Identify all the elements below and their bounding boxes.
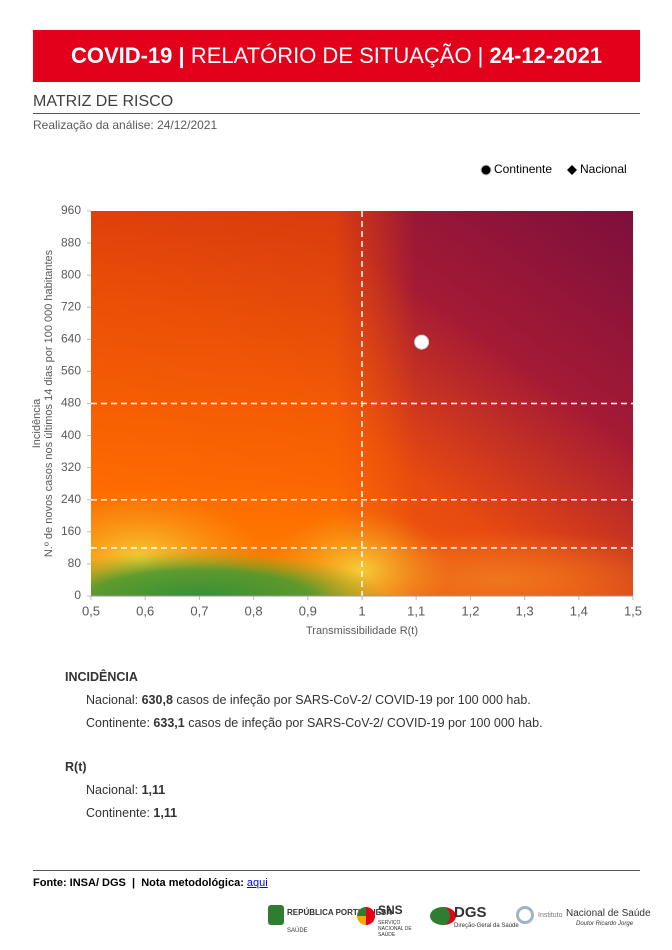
x-tick-label: 1,2 [461, 603, 479, 618]
logo-text: REPÚBLICA PORTUGUESA [287, 908, 393, 917]
y-tick-label: 320 [61, 460, 81, 474]
link[interactable]: aqui [246, 877, 268, 889]
title: 24-12-2021 [489, 43, 603, 68]
value: 1,11 [141, 783, 166, 797]
value: 630,8 [141, 693, 173, 707]
y-tick-label: 720 [61, 299, 81, 313]
y-axis-label: Incidência [31, 398, 43, 448]
point [414, 334, 430, 350]
x-tick-label: 0,7 [190, 603, 208, 618]
x-tick-label: 1 [358, 603, 365, 618]
label: Continente: [86, 716, 150, 730]
y-tick-label: 240 [61, 492, 81, 506]
logo-text: Doutor Ricardo Jorge [576, 921, 634, 927]
legend: Continente Nacional [480, 162, 627, 176]
value: 1,11 [153, 806, 178, 820]
x-tick-label: 1,4 [570, 603, 588, 618]
incidence-row: Continente: 633,1 casos de infeção por S… [86, 716, 543, 730]
y-tick-label: 80 [68, 556, 82, 570]
logo-text: Direção-Geral da Saúde [454, 923, 519, 929]
divider [33, 870, 640, 871]
chart: Continente Nacional 0 80 160 240 320 400 480 560… [31, 162, 642, 637]
x-tick-label: 0,5 [82, 603, 100, 618]
logo-icon [357, 907, 375, 925]
text: casos de infeção por SARS-CoV-2/ COVID-1… [188, 716, 543, 730]
logo-text: DGS [454, 904, 487, 921]
y-tick-label: 640 [61, 332, 81, 346]
y-tick-label: 400 [61, 428, 81, 442]
point [567, 165, 577, 175]
title: RELATÓRIO DE SITUAÇÃO | [190, 43, 484, 68]
label: Nacional: [86, 783, 139, 797]
y-tick-label: 560 [61, 364, 81, 378]
value: 633,1 [153, 716, 185, 730]
logo-icon [516, 906, 534, 924]
text: casos de infeção por SARS-CoV-2/ COVID-1… [176, 693, 531, 707]
rt-row: Continente: 1,11 [86, 806, 177, 820]
x-tick-label: 0,9 [299, 603, 317, 618]
risk-background [91, 211, 633, 596]
footer: Fonte: INSA/ DGS | Nota metodológica: aq… [33, 877, 268, 889]
legend-label: Nacional [580, 162, 627, 176]
logo-text: Instituto [538, 912, 563, 919]
y-tick-label: 480 [61, 396, 81, 410]
logo-icon [430, 907, 456, 925]
label: Continente: [86, 806, 150, 820]
incidence-row: Nacional: 630,8 casos de infeção por SAR… [86, 693, 531, 707]
y-tick-label: 800 [61, 267, 81, 281]
analysis-date: Realização da análise: 24/12/2021 [33, 118, 218, 132]
x-tick-label: 1,3 [516, 603, 534, 618]
y-axis-label: N.º de novos casos nos últimos 14 dias p… [43, 249, 55, 557]
label: Nacional: [86, 693, 139, 707]
y-tick-label: 880 [61, 235, 81, 249]
title: COVID-19 | [70, 43, 185, 68]
incidence-title: INCIDÊNCIA [65, 670, 138, 684]
x-tick-label: 1,5 [624, 603, 642, 618]
y-tick-label: 160 [61, 524, 81, 538]
logo-text: SAÚDE [287, 928, 308, 934]
x-axis-label: Transmissibilidade R(t) [306, 625, 418, 637]
legend-label: Continente [494, 162, 552, 176]
logo-icon [268, 905, 284, 925]
x-tick-label: 0,6 [136, 603, 154, 618]
logo-text: SERVIÇO NACIONAL DE SAÚDE [378, 920, 412, 938]
header: COVID-19 | RELATÓRIO DE SITUAÇÃO | 24-12… [33, 30, 640, 82]
section-title: MATRIZ DE RISCO [33, 93, 640, 114]
point [480, 164, 492, 176]
logo-text: SNS [378, 903, 403, 917]
rt-row: Nacional: 1,11 [86, 783, 165, 797]
rt-title: R(t) [65, 760, 87, 774]
x-tick-label: 0,8 [245, 603, 263, 618]
y-tick-label: 0 [74, 588, 81, 602]
source: Fonte: INSA/ DGS | Nota metodológica: [33, 877, 244, 889]
logo-text: Nacional de Saúde [566, 908, 651, 919]
y-tick-label: 960 [61, 203, 81, 217]
x-tick-label: 1,1 [407, 603, 425, 618]
